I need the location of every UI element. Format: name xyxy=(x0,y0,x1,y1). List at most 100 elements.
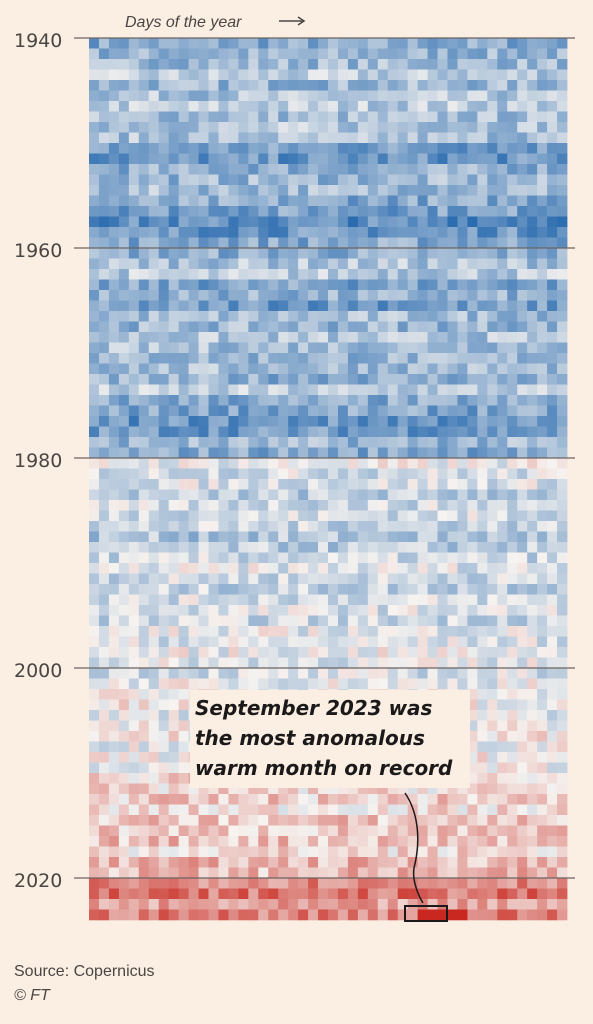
heatmap-cell xyxy=(357,479,369,490)
heatmap-cell xyxy=(357,143,369,154)
heatmap-cell xyxy=(98,195,110,207)
heatmap-cell xyxy=(208,521,219,532)
heatmap-cell xyxy=(308,825,319,837)
heatmap-cell xyxy=(198,216,209,228)
heatmap-cell xyxy=(347,69,359,81)
heatmap-cell xyxy=(258,174,269,186)
heatmap-cell xyxy=(467,153,478,165)
heatmap-cell xyxy=(497,878,508,889)
heatmap-cell xyxy=(98,332,110,343)
heatmap-cell xyxy=(487,521,498,532)
heatmap-cell xyxy=(328,552,339,564)
heatmap-cell xyxy=(89,353,100,364)
heatmap-cell xyxy=(168,195,180,207)
heatmap-cell xyxy=(318,300,329,312)
heatmap-cell xyxy=(238,90,249,102)
heatmap-cell xyxy=(507,899,518,910)
heatmap-cell xyxy=(397,38,409,49)
heatmap-cell xyxy=(377,290,389,301)
heatmap-cell xyxy=(328,300,339,312)
heatmap-cell xyxy=(188,521,199,532)
heatmap-cell xyxy=(487,374,498,385)
heatmap-cell xyxy=(118,678,130,690)
heatmap-cell xyxy=(128,699,140,711)
heatmap-cell xyxy=(108,888,120,900)
heatmap-cell xyxy=(437,794,448,805)
heatmap-cell xyxy=(437,353,448,364)
heatmap-cell xyxy=(377,300,389,312)
heatmap-cell xyxy=(248,342,259,354)
heatmap-cell xyxy=(387,899,399,910)
heatmap-cell xyxy=(278,531,289,543)
heatmap-cell xyxy=(537,584,548,595)
heatmap-cell xyxy=(507,888,518,900)
heatmap-cell xyxy=(527,248,538,259)
heatmap-cell xyxy=(258,416,269,427)
heatmap-cell xyxy=(108,626,120,637)
heatmap-cell xyxy=(328,395,339,406)
heatmap-cell xyxy=(477,731,488,742)
heatmap-cell xyxy=(298,122,309,133)
heatmap-cell xyxy=(89,300,100,312)
heatmap-cell xyxy=(89,195,100,207)
heatmap-cell xyxy=(427,542,438,553)
heatmap-cell xyxy=(108,311,120,322)
heatmap-cell xyxy=(318,489,329,501)
heatmap-cell xyxy=(158,279,170,291)
heatmap-cell xyxy=(178,458,189,469)
heatmap-cell xyxy=(517,80,528,91)
heatmap-cell xyxy=(487,836,498,847)
heatmap-cell xyxy=(357,384,369,396)
heatmap-cell xyxy=(527,395,538,406)
heatmap-cell xyxy=(467,374,478,385)
heatmap-cell xyxy=(477,174,488,186)
heatmap-cell xyxy=(537,311,548,322)
heatmap-cell xyxy=(148,111,160,123)
heatmap-cell xyxy=(357,531,369,543)
heatmap-cell xyxy=(427,426,438,438)
heatmap-cell xyxy=(268,405,279,417)
heatmap-cell xyxy=(437,636,448,648)
heatmap-cell xyxy=(98,405,110,417)
heatmap-cell xyxy=(507,741,518,753)
heatmap-cell xyxy=(507,216,518,228)
heatmap-cell xyxy=(308,458,319,469)
heatmap-cell xyxy=(298,489,309,501)
heatmap-cell xyxy=(537,720,548,732)
heatmap-cell xyxy=(517,878,528,889)
heatmap-cell xyxy=(427,815,438,826)
heatmap-cell xyxy=(337,552,349,564)
heatmap-cell xyxy=(417,258,428,270)
heatmap-cell xyxy=(228,384,239,396)
heatmap-cell xyxy=(158,216,170,228)
heatmap-cell xyxy=(527,836,538,847)
heatmap-cell xyxy=(437,374,448,385)
heatmap-cell xyxy=(118,594,130,606)
heatmap-cell xyxy=(397,384,409,396)
heatmap-cell xyxy=(437,153,448,165)
heatmap-cell xyxy=(98,206,110,217)
heatmap-cell xyxy=(288,38,299,49)
heatmap-cell xyxy=(208,867,219,879)
heatmap-cell xyxy=(437,342,448,354)
heatmap-cell xyxy=(497,416,508,427)
heatmap-cell xyxy=(198,395,209,406)
heatmap-cell xyxy=(337,353,349,364)
heatmap-cell xyxy=(278,542,289,553)
heatmap-cell xyxy=(128,657,140,669)
heatmap-cell xyxy=(527,825,538,837)
heatmap-cell xyxy=(527,626,538,637)
heatmap-cell xyxy=(178,227,189,238)
heatmap-cell xyxy=(337,678,349,690)
heatmap-cell xyxy=(387,468,399,480)
heatmap-cell xyxy=(308,227,319,238)
heatmap-cell xyxy=(268,101,279,112)
heatmap-cell xyxy=(248,206,259,217)
heatmap-cell xyxy=(238,605,249,616)
heatmap-cell xyxy=(467,668,478,679)
heatmap-cell xyxy=(457,353,468,364)
heatmap-cell xyxy=(447,395,458,406)
heatmap-cell xyxy=(128,500,140,511)
heatmap-cell xyxy=(347,783,359,795)
heatmap-cell xyxy=(507,185,518,196)
